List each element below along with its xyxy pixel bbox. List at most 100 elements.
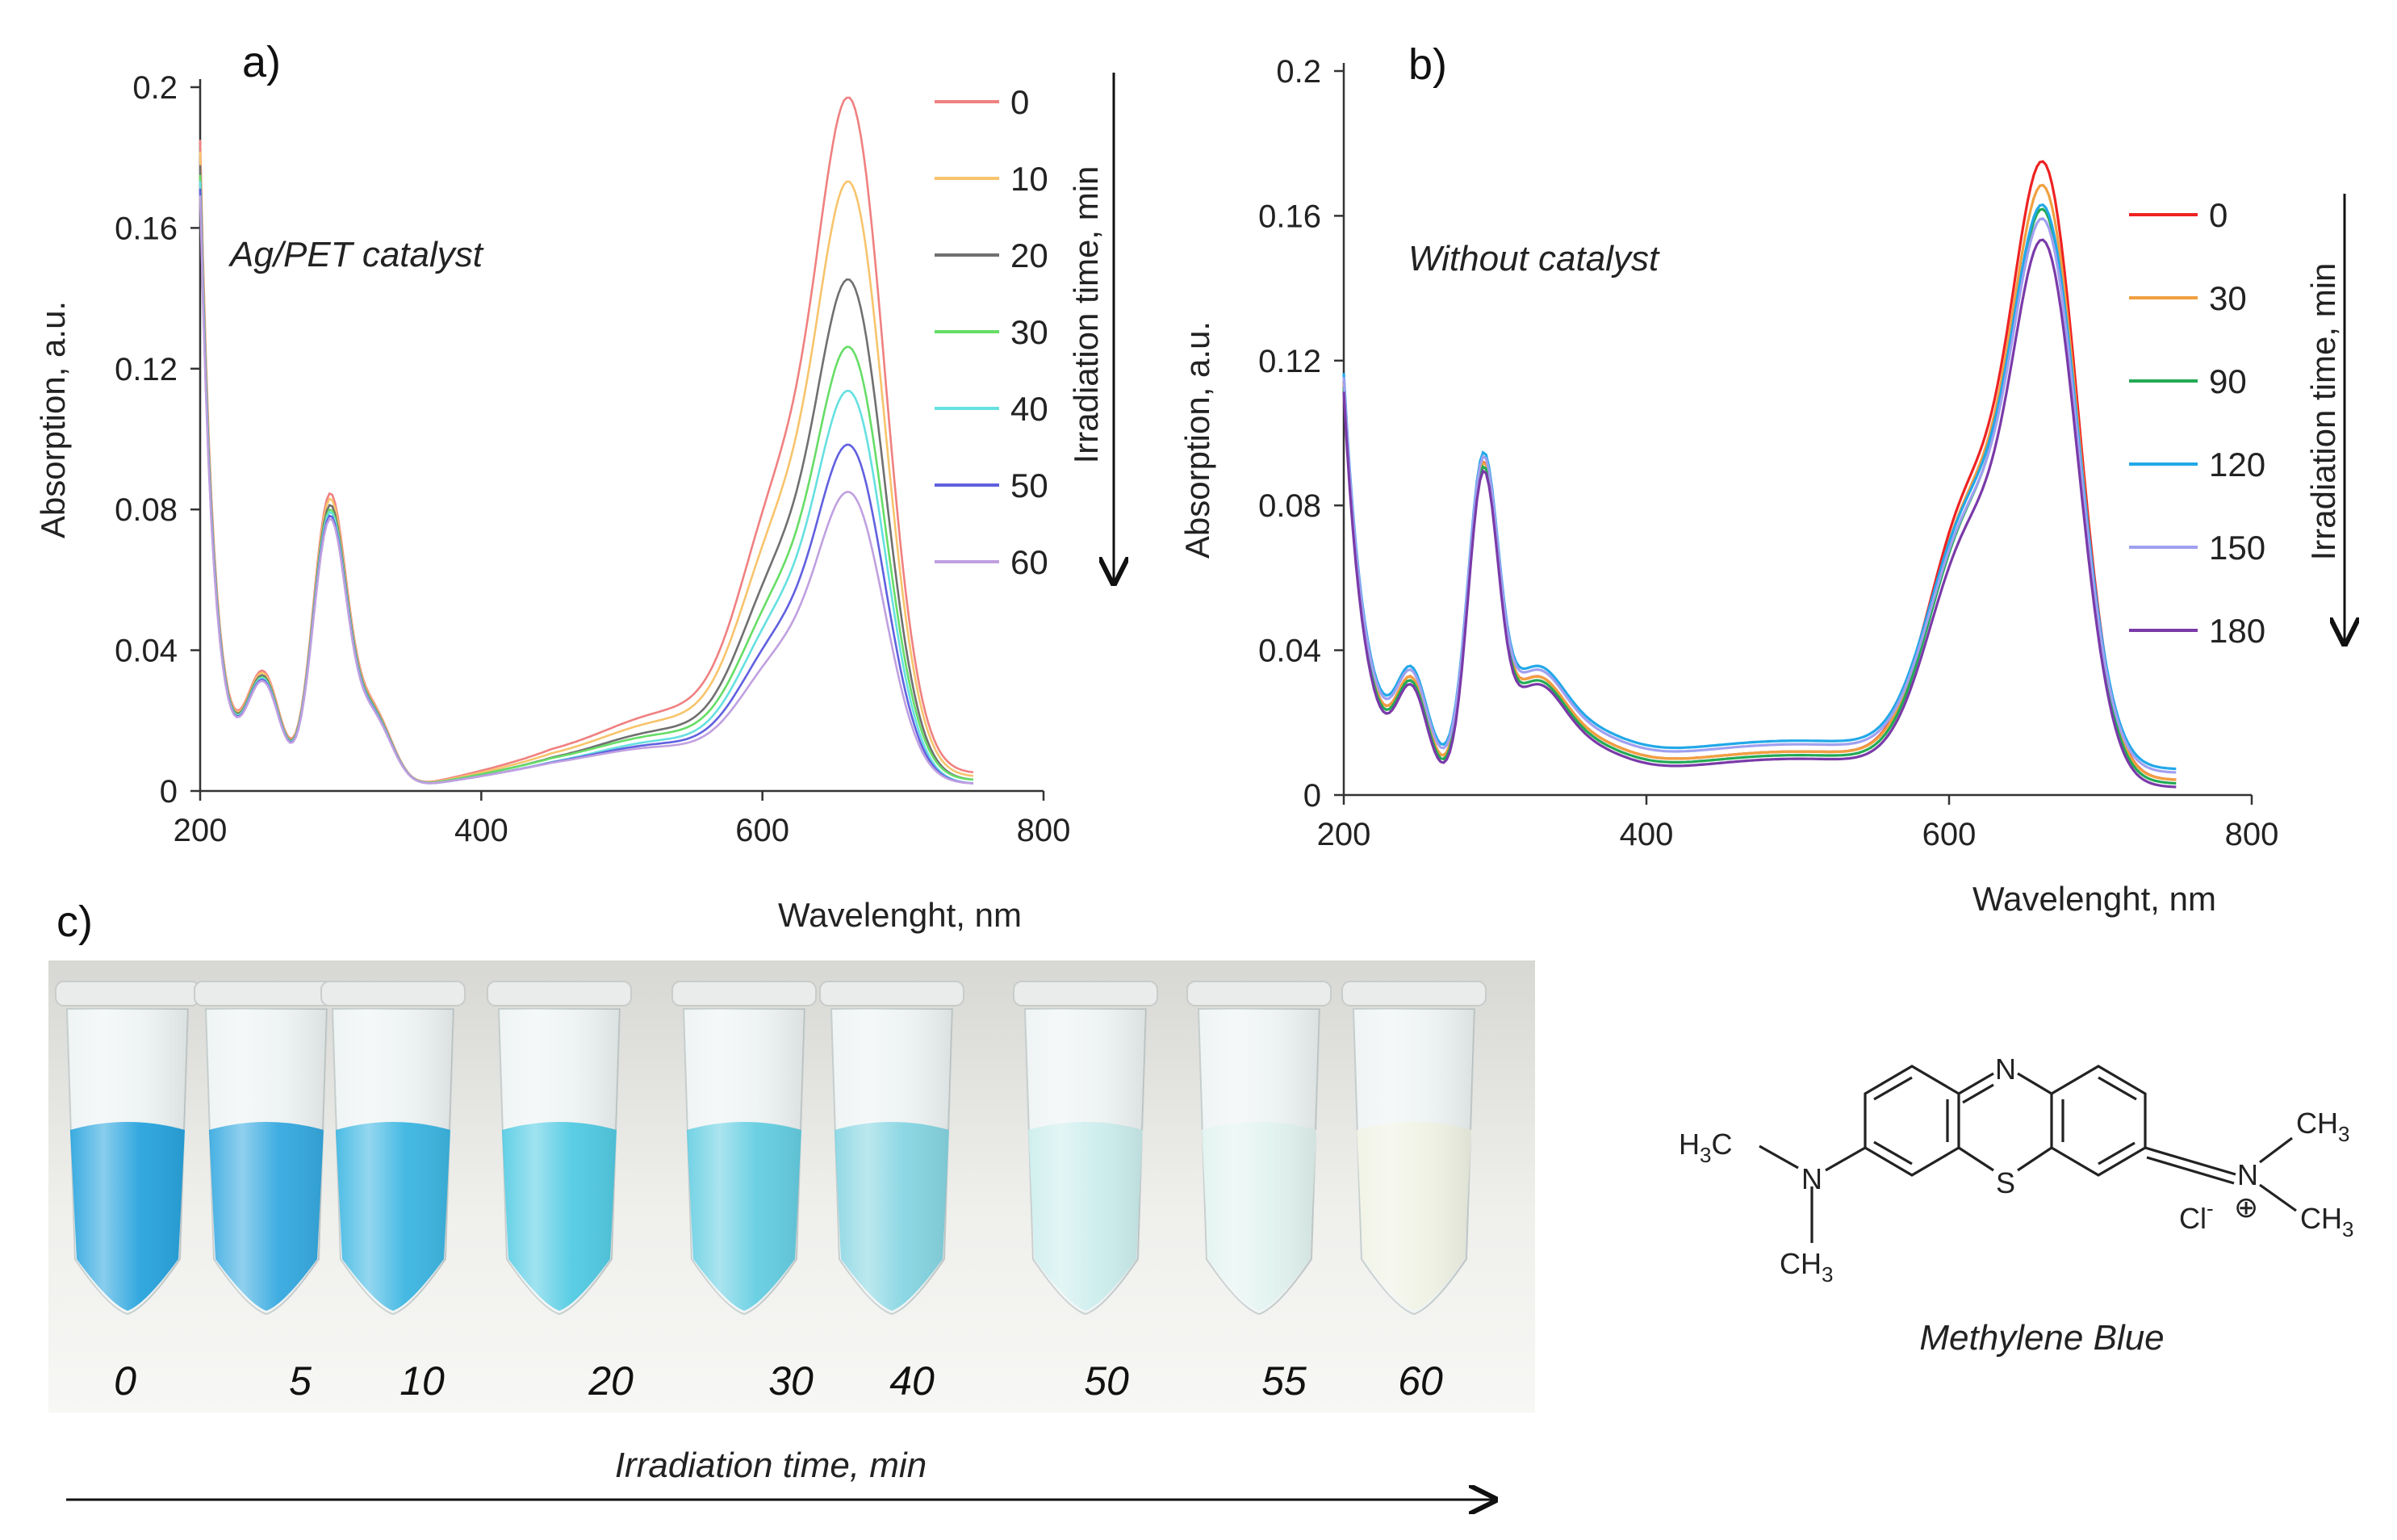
- legend-label-120: 120: [2209, 446, 2265, 483]
- tube-10: [320, 981, 466, 1316]
- y-tick-label: 0.08: [115, 492, 178, 528]
- chart-a-annotation: Ag/PET catalyst: [228, 235, 484, 274]
- series-line-180: [1342, 238, 2177, 789]
- chart-b-ylabel: Absorption, a.u.: [1178, 321, 1216, 559]
- atom-n-left: N: [1801, 1162, 1822, 1195]
- y-tick-label: 0.16: [1258, 199, 1321, 234]
- y-tick-label: 0.04: [115, 634, 178, 669]
- chart-b-axes: 200 400 600 800 0 0.04 0.08 0.12 0.16 0.2: [1258, 54, 2278, 852]
- legend-label-90: 90: [2209, 362, 2247, 400]
- series-line-40: [199, 181, 974, 785]
- right-methyl-upper: CH3: [2296, 1107, 2349, 1146]
- series-line-50: [199, 188, 973, 785]
- methylene-blue-labels: N S N N H3C CH3 CH3 CH3 Cl- ⊕ Methylene …: [1679, 1052, 2353, 1358]
- legend-label-30: 30: [2209, 279, 2247, 317]
- chart-b-annotation: Without catalyst: [1408, 239, 1660, 278]
- legend-label-50: 50: [1010, 467, 1048, 504]
- chart-a-panel-label: a): [242, 38, 281, 86]
- tube-label-60: 60: [1398, 1358, 1443, 1404]
- left-methyl-lower: CH3: [1780, 1247, 1833, 1287]
- tube-label-50: 50: [1084, 1358, 1129, 1404]
- legend-label-10: 10: [1010, 160, 1048, 198]
- series-line-10: [199, 151, 974, 784]
- legend-label-0: 0: [1010, 83, 1029, 121]
- chart-a-ylabel: Absorption, a.u.: [34, 301, 72, 538]
- tube-5: [194, 981, 339, 1316]
- tube-row: 0 5 10 20 30 40 50 55 60: [55, 981, 1487, 1404]
- tube-0: [55, 981, 200, 1316]
- tube-label-20: 20: [588, 1358, 634, 1404]
- left-benzene-ring: [1864, 1065, 1960, 1177]
- tube-label-55: 55: [1261, 1358, 1307, 1404]
- atom-n-right: N: [2237, 1158, 2258, 1191]
- series-line-20: [199, 165, 974, 784]
- chart-b-legend-title: Irradiation time, min: [2304, 263, 2342, 561]
- x-tick-label: 800: [2225, 817, 2279, 852]
- y-tick-label: 0: [1303, 778, 1321, 814]
- atom-n-top: N: [1995, 1052, 2016, 1086]
- x-tick-label: 800: [1017, 813, 1071, 848]
- series-line-120: [1342, 203, 2177, 771]
- right-methyl-lower: CH3: [2300, 1202, 2353, 1241]
- left-methyl-upper: H3C: [1679, 1128, 1732, 1167]
- tube-label-30: 30: [768, 1358, 814, 1404]
- y-tick-label: 0.04: [1258, 634, 1321, 669]
- series-line-150: [1342, 217, 2177, 774]
- x-tick-label: 200: [174, 813, 228, 848]
- x-tick-label: 400: [1620, 817, 1674, 852]
- tube-label-10: 10: [400, 1358, 445, 1404]
- molecule-name: Methylene Blue: [1919, 1318, 2164, 1358]
- tube-60: [1341, 981, 1487, 1316]
- tube-photo: c) 0 5 10 20 30 40 50 55 60 Irradiation time, mi…: [48, 898, 1535, 1500]
- chart-b: 200 400 600 800 0 0.04 0.08 0.12 0.16 0.2 0 30 90 12…: [1178, 40, 2345, 918]
- chart-a: 200 400 600 800 0 0.04 0.08 0.12 0.16 0.2 0 10 20 30…: [34, 38, 1114, 934]
- tube-label-5: 5: [289, 1358, 312, 1404]
- chart-b-xlabel: Wavelenght, nm: [1972, 880, 2216, 918]
- positive-charge: ⊕: [2234, 1191, 2258, 1224]
- chart-b-series-lines: [1342, 160, 2177, 789]
- y-tick-label: 0.08: [1258, 488, 1321, 524]
- right-benzene-ring: [2050, 1065, 2147, 1177]
- x-tick-label: 200: [1317, 817, 1371, 852]
- series-line-0: [199, 96, 974, 783]
- legend-label-180: 180: [2209, 612, 2265, 650]
- y-tick-label: 0.2: [132, 70, 178, 106]
- photo-xlabel: Irradiation time, min: [615, 1446, 927, 1485]
- chart-a-xlabel: Wavelenght, nm: [778, 896, 1022, 934]
- y-tick-label: 0.12: [115, 352, 178, 387]
- y-tick-label: 0.16: [115, 211, 178, 246]
- legend-label-60: 60: [1010, 543, 1048, 581]
- chart-b-panel-label: b): [1408, 40, 1447, 89]
- legend-label-30: 30: [1010, 313, 1048, 351]
- tube-label-40: 40: [889, 1358, 935, 1404]
- chart-b-legend: 0 30 90 120 150 180: [2129, 196, 2265, 650]
- y-tick-label: 0.12: [1258, 344, 1321, 379]
- x-tick-label: 600: [1922, 817, 1977, 852]
- legend-label-40: 40: [1010, 390, 1048, 428]
- photo-panel-label: c): [56, 898, 93, 946]
- series-line-60: [199, 195, 973, 785]
- tube-30: [671, 981, 817, 1316]
- legend-label-0: 0: [2209, 196, 2228, 234]
- atom-s: S: [1996, 1166, 2015, 1199]
- methylene-blue-structure: [1759, 1065, 2297, 1243]
- tube-50: [1013, 981, 1158, 1316]
- chart-a-legend: 0 10 20 30 40 50 60: [935, 83, 1048, 581]
- tube-40: [819, 981, 964, 1316]
- y-tick-label: 0.2: [1276, 54, 1321, 90]
- tube-55: [1186, 981, 1332, 1316]
- chloride-ion: Cl-: [2179, 1196, 2214, 1235]
- series-line-30: [1342, 183, 2177, 781]
- legend-label-20: 20: [1010, 236, 1048, 274]
- chart-a-legend-title: Irradiation time, min: [1067, 166, 1105, 464]
- chart-a-series-lines: [199, 96, 974, 785]
- y-tick-label: 0: [160, 774, 178, 810]
- legend-label-150: 150: [2209, 529, 2265, 567]
- series-line-90: [1342, 207, 2177, 785]
- x-tick-label: 600: [735, 813, 789, 848]
- x-tick-label: 400: [454, 813, 508, 848]
- tube-label-0: 0: [114, 1358, 136, 1404]
- series-line-30: [199, 174, 974, 784]
